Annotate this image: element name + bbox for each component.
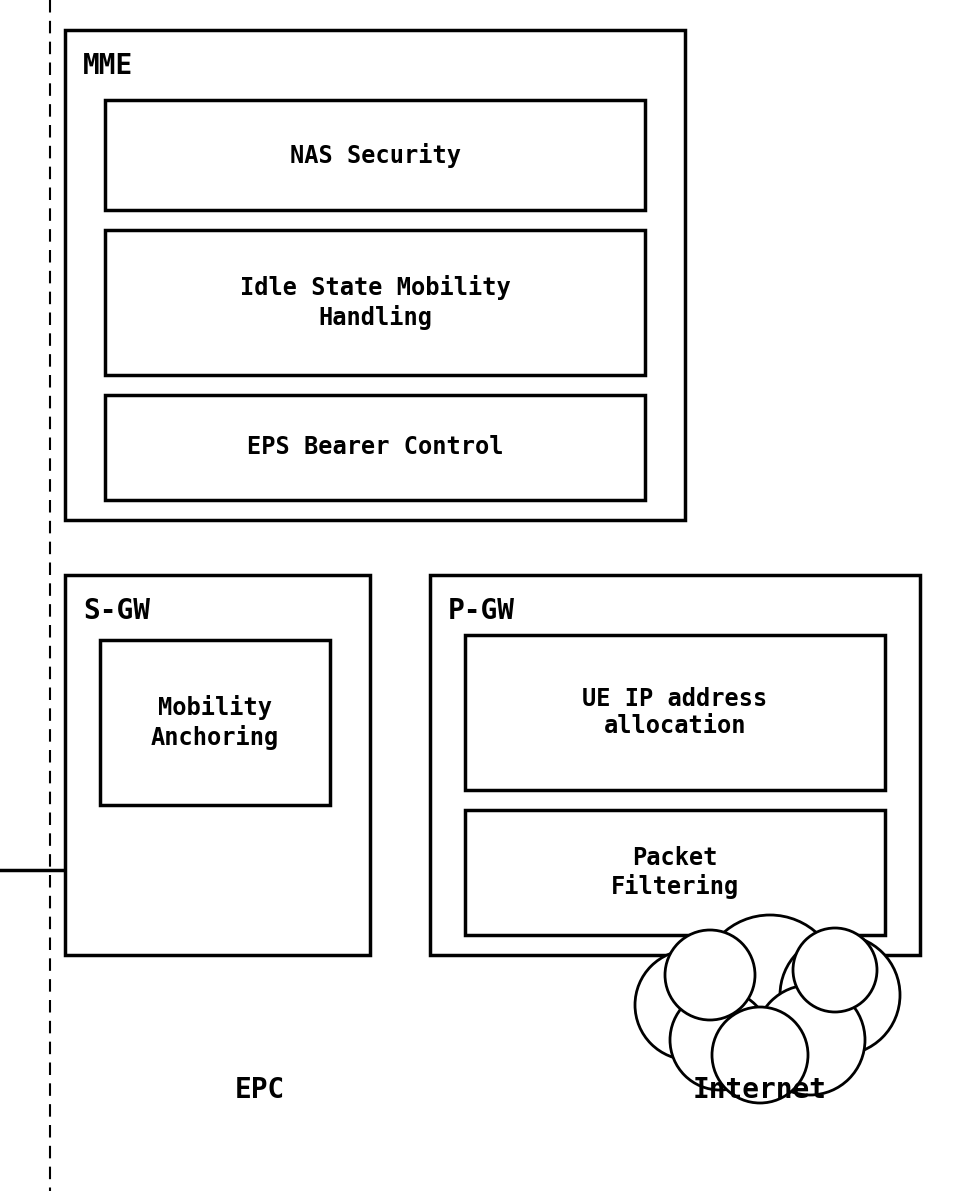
Bar	[105, 230, 645, 375]
Circle shape	[755, 985, 865, 1095]
Text: P-GW: P-GW	[448, 597, 515, 625]
Bar	[100, 640, 330, 805]
Text: NAS Security: NAS Security	[290, 143, 461, 168]
Bar	[105, 100, 645, 210]
Circle shape	[665, 930, 755, 1019]
Text: MME: MME	[83, 52, 133, 80]
Circle shape	[780, 935, 900, 1055]
Circle shape	[670, 990, 770, 1090]
Bar	[105, 395, 645, 500]
Bar	[465, 635, 885, 790]
Text: Internet: Internet	[693, 1075, 827, 1104]
Circle shape	[712, 1008, 808, 1103]
Bar	[65, 575, 370, 955]
Text: Packet
Filtering: Packet Filtering	[611, 846, 739, 899]
Text: EPS Bearer Control: EPS Bearer Control	[247, 436, 503, 460]
Text: S-GW: S-GW	[83, 597, 150, 625]
Circle shape	[793, 928, 877, 1012]
Text: UE IP address
allocation: UE IP address allocation	[583, 686, 768, 738]
Bar	[65, 30, 685, 520]
Text: Idle State Mobility
Handling: Idle State Mobility Handling	[240, 275, 511, 330]
Circle shape	[635, 950, 745, 1060]
Text: Mobility
Anchoring: Mobility Anchoring	[151, 696, 279, 749]
Circle shape	[700, 915, 840, 1055]
Bar	[465, 810, 885, 935]
Text: EPC: EPC	[235, 1075, 285, 1104]
Bar	[430, 575, 920, 955]
